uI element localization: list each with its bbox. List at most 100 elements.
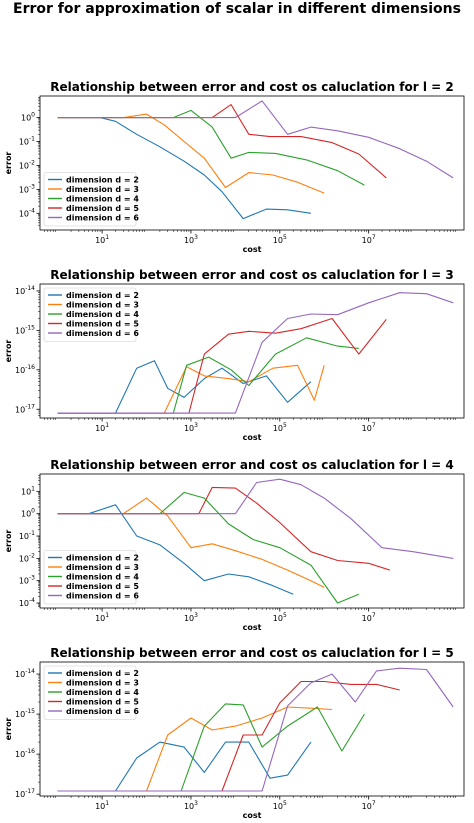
y-tick-label: 10-4 xyxy=(19,597,35,608)
y-tick-label: 10-16 xyxy=(15,748,35,759)
x-tick-label: 103 xyxy=(184,234,198,245)
chart-panel-3: Relationship between error and cost os c… xyxy=(4,458,465,632)
series-line-d6 xyxy=(57,292,454,414)
chart-panel-4: Relationship between error and cost os c… xyxy=(4,646,465,820)
legend-label: dimension d = 3 xyxy=(66,563,139,572)
legend-label: dimension d = 5 xyxy=(66,320,139,329)
legend-label: dimension d = 6 xyxy=(66,592,139,601)
y-tick-label: 10-2 xyxy=(19,159,35,170)
series-line-d2 xyxy=(57,741,312,792)
series-line-d4 xyxy=(57,337,359,414)
legend-label: dimension d = 3 xyxy=(66,679,139,688)
x-axis-label: cost xyxy=(243,433,262,442)
y-tick-label: 10-3 xyxy=(19,183,35,194)
chart-title: Relationship between error and cost os c… xyxy=(50,80,453,94)
legend-box xyxy=(43,665,137,720)
x-tick-label: 103 xyxy=(184,422,198,433)
legend-label: dimension d = 5 xyxy=(66,698,139,707)
series-group xyxy=(57,478,454,604)
x-tick-label: 101 xyxy=(95,612,109,623)
legend-label: dimension d = 6 xyxy=(66,329,139,338)
x-tick-label: 101 xyxy=(95,234,109,245)
series-line-d2 xyxy=(57,504,294,595)
x-tick-label: 103 xyxy=(184,612,198,623)
y-tick-label: 10-15 xyxy=(15,324,35,335)
y-axis-label: error xyxy=(4,152,13,175)
series-group xyxy=(57,292,454,414)
x-axis-label: cost xyxy=(243,245,262,254)
legend-label: dimension d = 2 xyxy=(66,176,139,185)
y-tick-label: 101 xyxy=(21,485,35,496)
y-tick-label: 10-16 xyxy=(15,364,35,375)
y-tick-label: 10-3 xyxy=(19,575,35,586)
series-line-d5 xyxy=(57,486,391,571)
x-tick-label: 103 xyxy=(184,800,198,811)
y-tick-label: 100 xyxy=(21,508,35,519)
series-line-d4 xyxy=(57,703,365,792)
legend-box xyxy=(43,172,137,227)
y-tick-label: 100 xyxy=(21,112,35,123)
legend-label: dimension d = 3 xyxy=(66,301,139,310)
x-tick-label: 105 xyxy=(273,800,287,811)
y-tick-label: 10-2 xyxy=(19,552,35,563)
chart-panel-2: Relationship between error and cost os c… xyxy=(4,268,465,442)
series-group xyxy=(57,100,454,220)
x-axis-label: cost xyxy=(243,623,262,632)
x-tick-label: 105 xyxy=(273,612,287,623)
legend-label: dimension d = 5 xyxy=(66,582,139,591)
series-line-d2 xyxy=(57,360,312,414)
legend-label: dimension d = 2 xyxy=(66,554,139,563)
series-line-d3 xyxy=(57,706,333,792)
series-line-d4 xyxy=(57,491,360,604)
series-line-d5 xyxy=(57,317,387,414)
plot-frame xyxy=(39,661,465,797)
y-tick-label: 10-1 xyxy=(19,530,35,541)
legend-box xyxy=(43,550,137,605)
chart-title: Relationship between error and cost os c… xyxy=(50,646,453,660)
legend-label: dimension d = 6 xyxy=(66,214,139,223)
legend-box xyxy=(43,287,137,342)
y-axis-label: error xyxy=(4,530,13,553)
x-tick-label: 105 xyxy=(273,422,287,433)
series-line-d6 xyxy=(57,667,454,792)
y-tick-label: 10-15 xyxy=(15,708,35,719)
series-line-d3 xyxy=(57,364,325,414)
legend-label: dimension d = 4 xyxy=(66,573,139,582)
legend-label: dimension d = 3 xyxy=(66,185,139,194)
y-tick-label: 10-17 xyxy=(15,788,35,799)
series-line-d6 xyxy=(57,478,454,559)
x-axis-label: cost xyxy=(243,811,262,820)
chart-title: Relationship between error and cost os c… xyxy=(50,458,453,472)
x-tick-label: 107 xyxy=(362,234,376,245)
series-line-d5 xyxy=(57,680,400,792)
series-line-d3 xyxy=(57,497,325,588)
series-line-d6 xyxy=(57,100,454,179)
x-tick-label: 107 xyxy=(362,800,376,811)
y-tick-label: 10-14 xyxy=(15,668,35,679)
series-line-d5 xyxy=(57,104,387,179)
y-axis-label: error xyxy=(4,718,13,741)
legend-label: dimension d = 4 xyxy=(66,195,139,204)
x-tick-label: 107 xyxy=(362,612,376,623)
legend-label: dimension d = 2 xyxy=(66,291,139,300)
x-tick-label: 105 xyxy=(273,234,287,245)
y-tick-label: 10-1 xyxy=(19,136,35,147)
legend-label: dimension d = 2 xyxy=(66,669,139,678)
figure-title: Error for approximation of scalar in dif… xyxy=(13,1,461,17)
chart-title: Relationship between error and cost os c… xyxy=(50,268,453,282)
x-tick-label: 101 xyxy=(95,800,109,811)
plot-frame xyxy=(39,95,465,231)
legend-label: dimension d = 5 xyxy=(66,204,139,213)
legend-label: dimension d = 4 xyxy=(66,688,139,697)
x-tick-label: 107 xyxy=(362,422,376,433)
y-axis-label: error xyxy=(4,340,13,363)
chart-panel-1: Relationship between error and cost os c… xyxy=(4,80,465,254)
x-tick-label: 101 xyxy=(95,422,109,433)
y-tick-label: 10-17 xyxy=(15,403,35,414)
y-tick-label: 10-14 xyxy=(15,285,35,296)
y-tick-label: 10-4 xyxy=(19,207,35,218)
